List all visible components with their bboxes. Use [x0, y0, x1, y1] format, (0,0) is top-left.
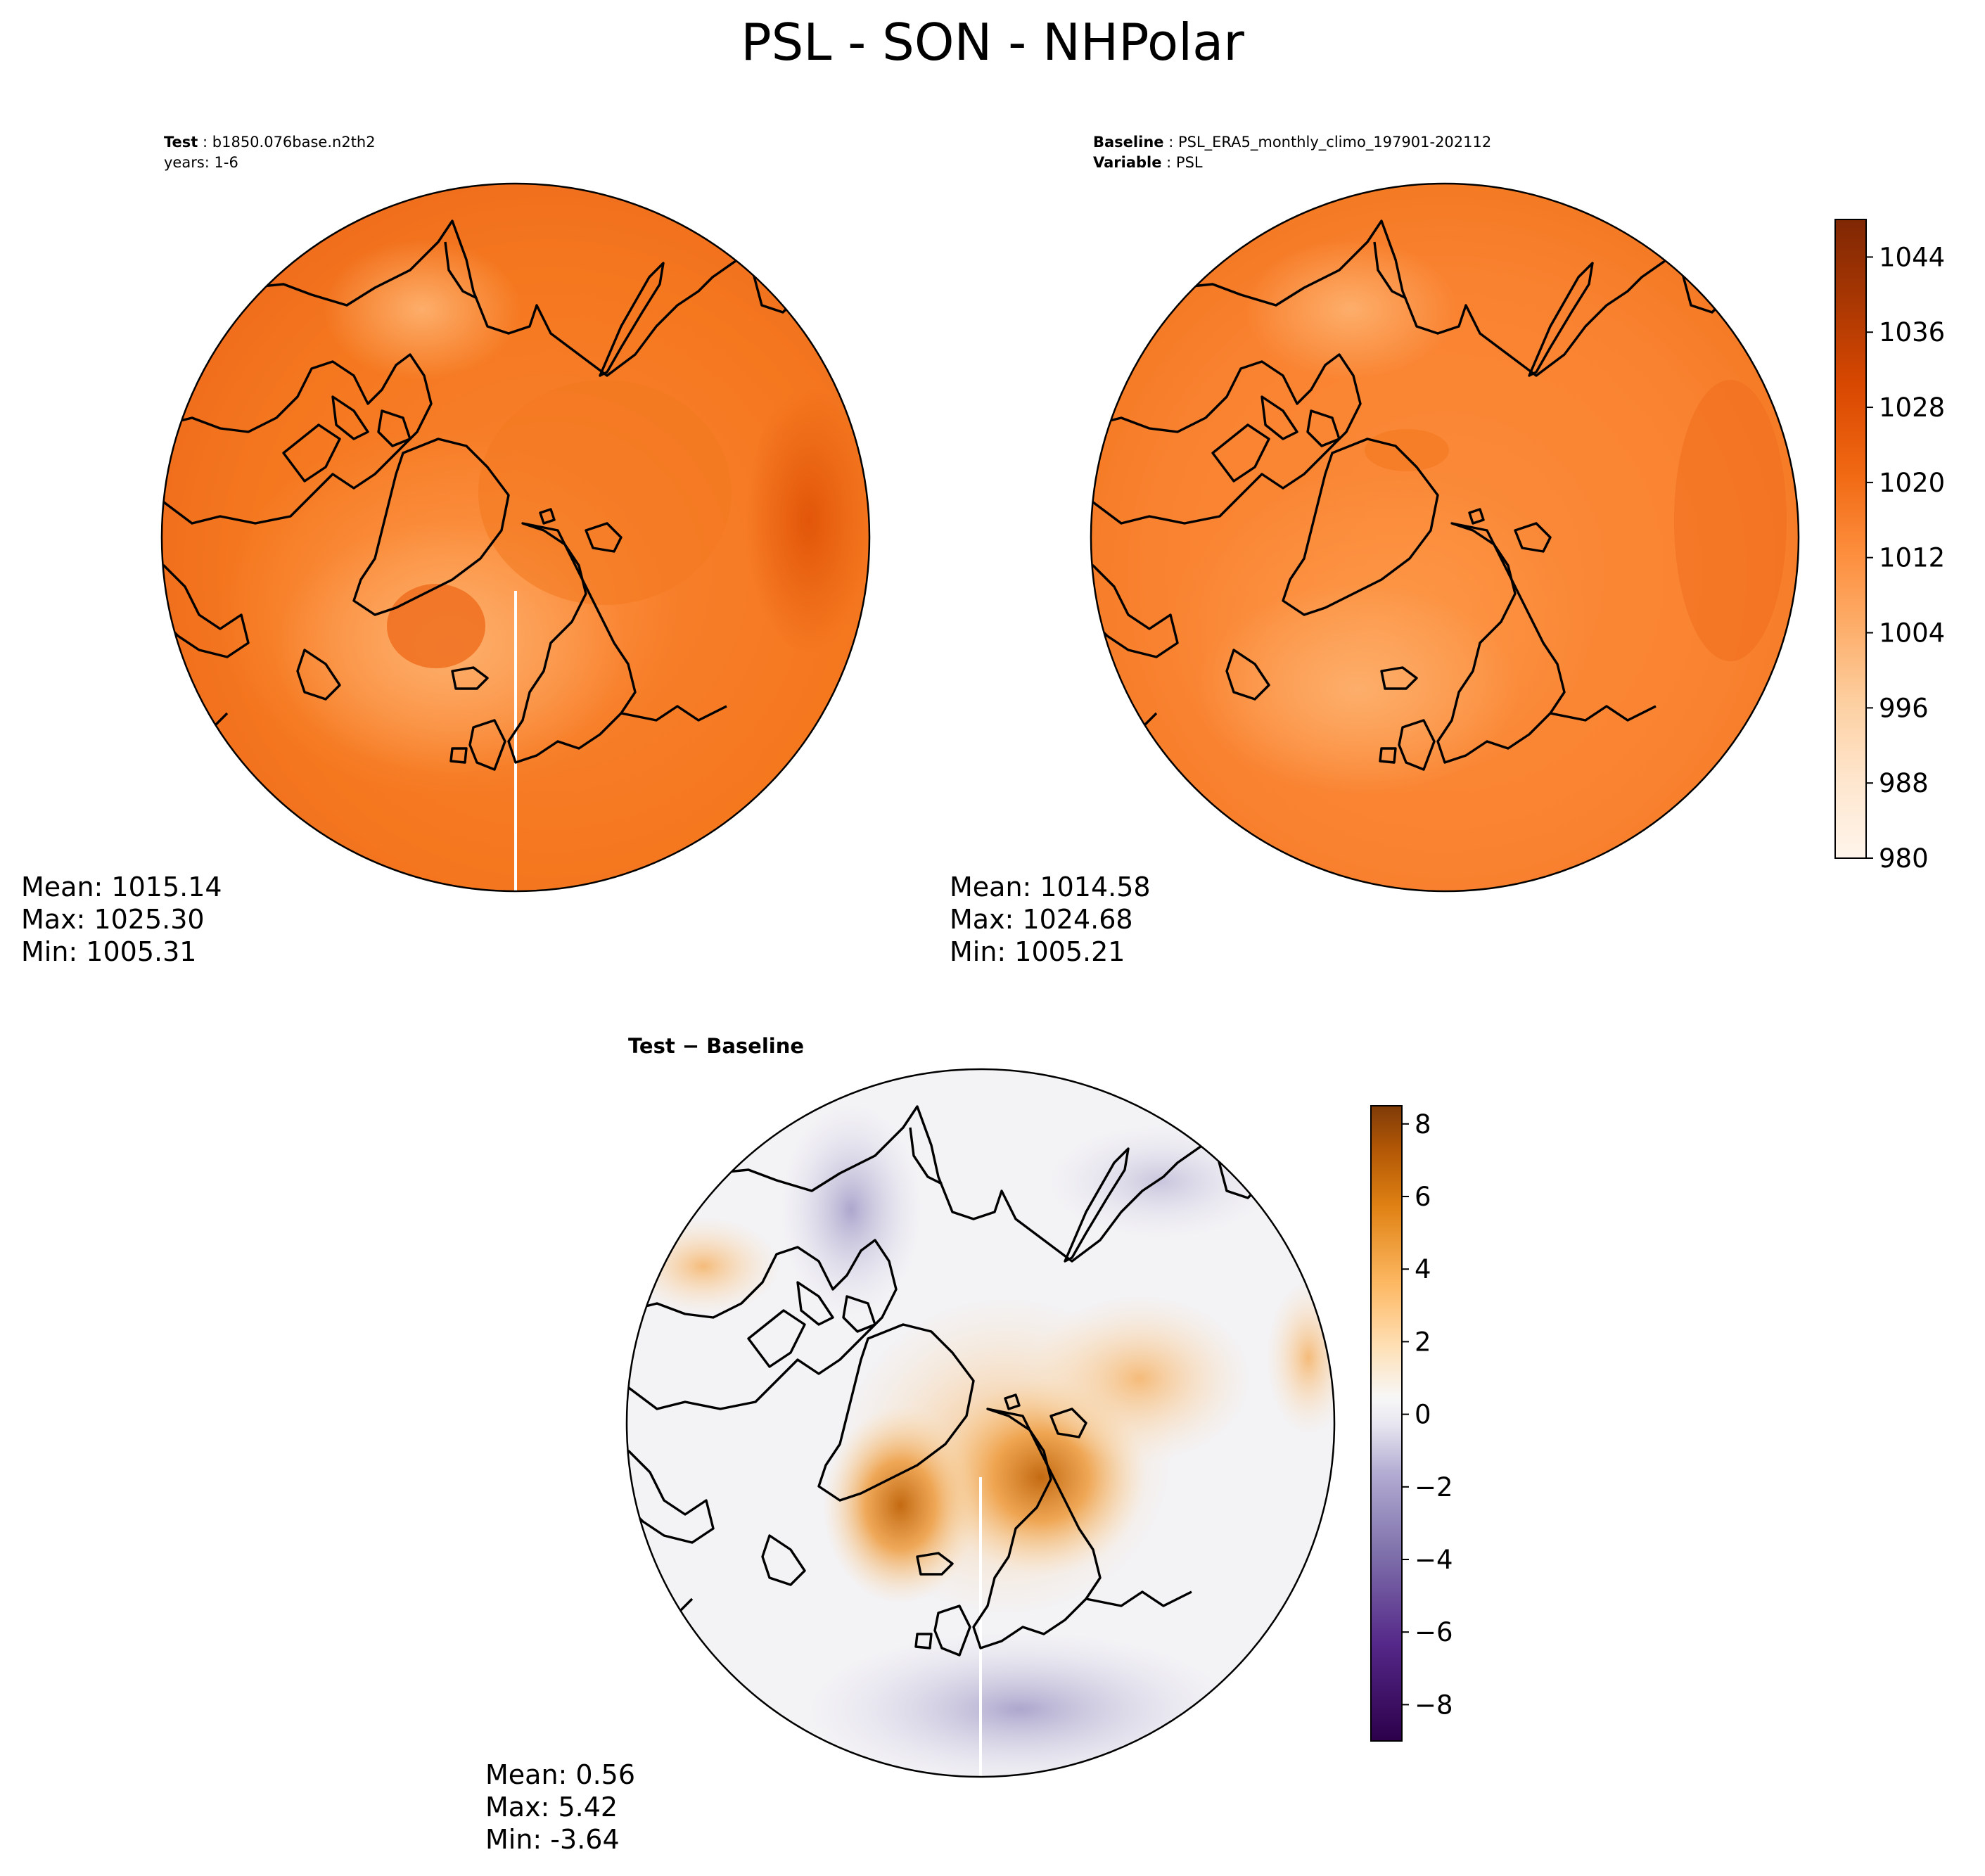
test-header: Test : b1850.076base.n2th2 years: 1-6: [164, 132, 376, 173]
test-label: Test: [164, 134, 198, 151]
variable-label: Variable: [1093, 154, 1162, 171]
baseline-map: [1090, 182, 1800, 893]
psl-colorbar-tick-label: 996: [1879, 693, 1929, 723]
diff-min: Min: -3.64: [485, 1824, 620, 1855]
diff-stats: Mean: 0.56 Max: 5.42 Min: -3.64: [485, 1759, 635, 1856]
diff-colorbar-tick-label: −6: [1415, 1617, 1453, 1647]
psl-colorbar-tick-label: 1028: [1879, 393, 1945, 423]
psl-colorbar-tick-label: 1036: [1879, 317, 1945, 347]
test-min: Min: 1005.31: [21, 936, 197, 967]
baseline-label: Baseline: [1093, 134, 1164, 151]
diff-colorbar-tick-label: 0: [1415, 1400, 1431, 1430]
diff-colorbar-tick-label: 8: [1415, 1109, 1431, 1140]
test-years: years: 1-6: [164, 154, 238, 171]
psl-colorbar: 980 988 996 1004 1012 1020 1028 1036 1044: [1834, 219, 1945, 874]
psl-colorbar-tick-label: 1020: [1879, 468, 1945, 498]
diff-title: Test − Baseline: [628, 1034, 805, 1058]
psl-colorbar-tick-label: 1044: [1879, 242, 1945, 272]
diff-colorbar-tick-label: −2: [1415, 1472, 1453, 1502]
diff-mean: Mean: 0.56: [485, 1759, 636, 1790]
psl-colorbar-tick-label: 980: [1879, 843, 1929, 874]
diff-colorbar-tick-label: −4: [1415, 1545, 1453, 1575]
diff-colorbar-tick-label: 6: [1415, 1182, 1431, 1212]
baseline-min: Min: 1005.21: [950, 936, 1125, 967]
psl-colorbar-tick-label: 1004: [1879, 618, 1945, 649]
figure-title: PSL - SON - NHPolar: [741, 13, 1244, 72]
test-max: Max: 1025.30: [21, 904, 205, 935]
diff-colorbar-tick-label: 4: [1415, 1254, 1431, 1284]
test-stats: Mean: 1015.14 Max: 1025.30 Min: 1005.31: [21, 871, 222, 968]
baseline-case-name: PSL_ERA5_monthly_climo_197901-202112: [1177, 134, 1492, 151]
test-mean: Mean: 1015.14: [21, 872, 222, 902]
baseline-mean: Mean: 1014.58: [950, 872, 1151, 902]
diff-colorbar-tick-label: 2: [1415, 1327, 1431, 1357]
psl-colorbar-tick-label: 1012: [1879, 543, 1945, 573]
psl-colorbar-tick-label: 988: [1879, 768, 1929, 798]
baseline-header: Baseline : PSL_ERA5_monthly_climo_197901…: [1093, 134, 1492, 171]
diff-colorbar: −8 −6 −4 −2 0 2 4 6 8: [1370, 1105, 1453, 1742]
diff-colorbar-tick-label: −8: [1415, 1690, 1453, 1720]
baseline-stats: Mean: 1014.58 Max: 1024.68 Min: 1005.21: [950, 871, 1151, 968]
diff-max: Max: 5.42: [485, 1792, 618, 1823]
test-map: [160, 182, 871, 893]
test-case-name: b1850.076base.n2th2: [212, 134, 376, 151]
baseline-max: Max: 1024.68: [950, 904, 1133, 935]
diff-map: [625, 1068, 1336, 1778]
variable-name: PSL: [1175, 154, 1203, 171]
